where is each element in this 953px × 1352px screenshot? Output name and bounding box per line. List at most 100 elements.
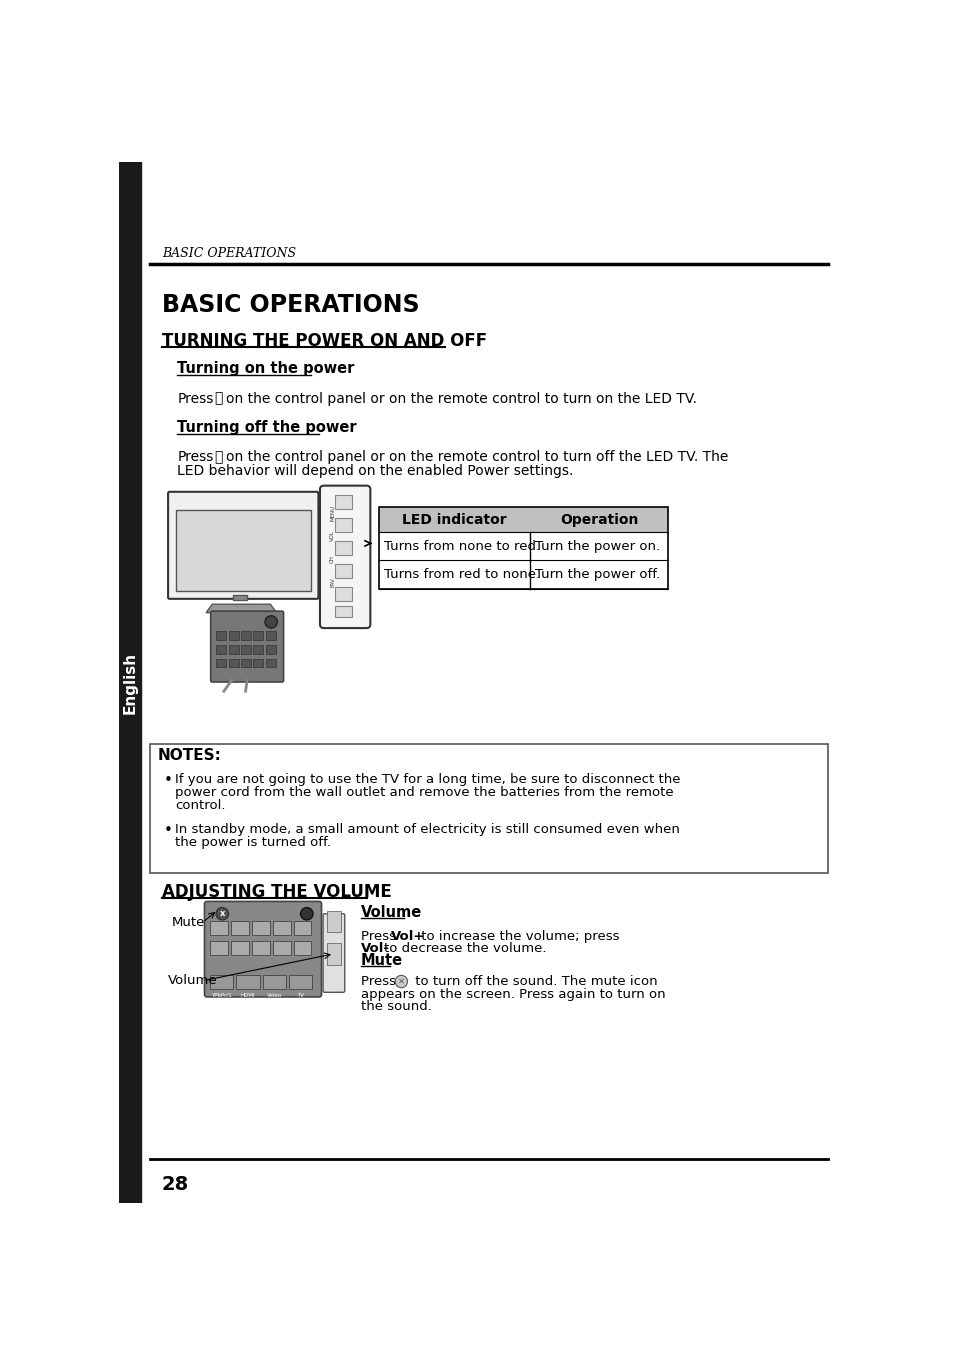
Text: English: English — [123, 652, 137, 714]
Bar — [335, 518, 352, 531]
Bar — [327, 911, 340, 933]
Text: the sound.: the sound. — [360, 1000, 432, 1013]
Text: Volume: Volume — [360, 904, 422, 919]
Bar — [378, 507, 667, 531]
Text: the power is turned off.: the power is turned off. — [174, 836, 331, 849]
Bar — [210, 941, 228, 955]
Text: to turn off the sound. The mute icon: to turn off the sound. The mute icon — [411, 975, 658, 988]
Circle shape — [300, 907, 313, 919]
Text: power cord from the wall outlet and remove the batteries from the remote: power cord from the wall outlet and remo… — [174, 786, 673, 799]
Bar — [327, 944, 340, 964]
Bar — [289, 975, 312, 990]
Text: ✕: ✕ — [397, 977, 404, 986]
Text: to decrease the volume.: to decrease the volume. — [384, 942, 546, 956]
Bar — [231, 921, 249, 934]
Bar — [241, 658, 251, 668]
Text: If you are not going to use the TV for a long time, be sure to disconnect the: If you are not going to use the TV for a… — [174, 773, 679, 786]
Text: on the control panel or on the remote control to turn on the LED TV.: on the control panel or on the remote co… — [226, 392, 697, 406]
Text: In standby mode, a small amount of electricity is still consumed even when: In standby mode, a small amount of elect… — [174, 823, 679, 836]
Bar — [229, 645, 238, 653]
FancyBboxPatch shape — [204, 902, 321, 996]
Bar — [231, 941, 249, 955]
Text: •: • — [164, 823, 172, 838]
Bar — [335, 541, 352, 554]
Bar — [252, 921, 270, 934]
Text: BASIC OPERATIONS: BASIC OPERATIONS — [162, 246, 295, 260]
Bar — [216, 645, 226, 653]
Circle shape — [265, 615, 277, 629]
Text: Turn the power off.: Turn the power off. — [534, 568, 659, 581]
Text: Press: Press — [177, 392, 213, 406]
Bar — [253, 631, 263, 639]
Text: NOTES:: NOTES: — [158, 749, 222, 764]
FancyBboxPatch shape — [319, 485, 370, 629]
Bar — [210, 975, 233, 990]
Bar — [335, 564, 352, 579]
Text: on the control panel or on the remote control to turn off the LED TV. The: on the control panel or on the remote co… — [226, 450, 728, 464]
Text: HDMI: HDMI — [240, 992, 255, 998]
Text: LED behavior will depend on the enabled Power settings.: LED behavior will depend on the enabled … — [177, 464, 573, 479]
Bar — [294, 921, 311, 934]
Bar — [216, 658, 226, 668]
Text: control.: control. — [174, 799, 225, 813]
Circle shape — [395, 975, 407, 988]
Text: •: • — [164, 773, 172, 788]
Bar — [335, 495, 352, 508]
Bar — [253, 645, 263, 653]
Text: 28: 28 — [162, 1175, 189, 1194]
Text: ⏻: ⏻ — [213, 450, 222, 464]
Bar — [335, 606, 352, 617]
Text: Turns from none to red.: Turns from none to red. — [383, 539, 539, 553]
Text: Turning off the power: Turning off the power — [177, 420, 356, 435]
Bar — [266, 631, 275, 639]
Polygon shape — [206, 604, 276, 612]
Text: Mute: Mute — [360, 953, 403, 968]
Text: ADJUSTING THE VOLUME: ADJUSTING THE VOLUME — [162, 883, 392, 902]
Bar — [241, 631, 251, 639]
Bar — [119, 162, 141, 1203]
Text: LED indicator: LED indicator — [402, 512, 506, 526]
FancyBboxPatch shape — [211, 611, 283, 681]
Bar — [266, 645, 275, 653]
Bar — [175, 510, 311, 591]
Bar — [233, 595, 247, 599]
Bar — [216, 631, 226, 639]
Text: Turns from red to none.: Turns from red to none. — [383, 568, 539, 581]
Bar — [273, 941, 291, 955]
Bar — [262, 975, 286, 990]
Text: TURNING THE POWER ON AND OFF: TURNING THE POWER ON AND OFF — [162, 331, 486, 350]
Bar — [236, 975, 259, 990]
FancyBboxPatch shape — [323, 914, 344, 992]
Text: Vol+: Vol+ — [390, 930, 424, 942]
Text: to increase the volume; press: to increase the volume; press — [416, 930, 623, 942]
Text: x: x — [219, 910, 225, 918]
Bar — [241, 645, 251, 653]
Text: Mute: Mute — [172, 917, 205, 930]
Text: TV: TV — [296, 992, 304, 998]
Text: YPbPr/1: YPbPr/1 — [211, 992, 232, 998]
FancyBboxPatch shape — [168, 492, 318, 599]
Text: Volume: Volume — [168, 975, 217, 987]
Bar — [252, 941, 270, 955]
Bar — [210, 921, 228, 934]
Text: ⏻: ⏻ — [213, 392, 222, 406]
Text: appears on the screen. Press again to turn on: appears on the screen. Press again to tu… — [360, 988, 665, 1000]
Bar — [229, 631, 238, 639]
Text: MENU: MENU — [330, 504, 335, 521]
Text: Turning on the power: Turning on the power — [177, 361, 355, 376]
Text: VOL: VOL — [330, 530, 335, 541]
Bar — [266, 658, 275, 668]
Text: Press: Press — [177, 450, 213, 464]
Bar — [335, 587, 352, 602]
Circle shape — [216, 907, 229, 919]
Text: Press: Press — [360, 975, 400, 988]
Bar — [378, 507, 667, 589]
Text: Press: Press — [360, 930, 400, 942]
Bar — [229, 658, 238, 668]
Text: Operation: Operation — [559, 512, 638, 526]
Bar — [294, 941, 311, 955]
Text: FAV: FAV — [330, 577, 335, 587]
Bar — [253, 658, 263, 668]
Text: Turn the power on.: Turn the power on. — [534, 539, 659, 553]
Text: CH: CH — [330, 554, 335, 562]
